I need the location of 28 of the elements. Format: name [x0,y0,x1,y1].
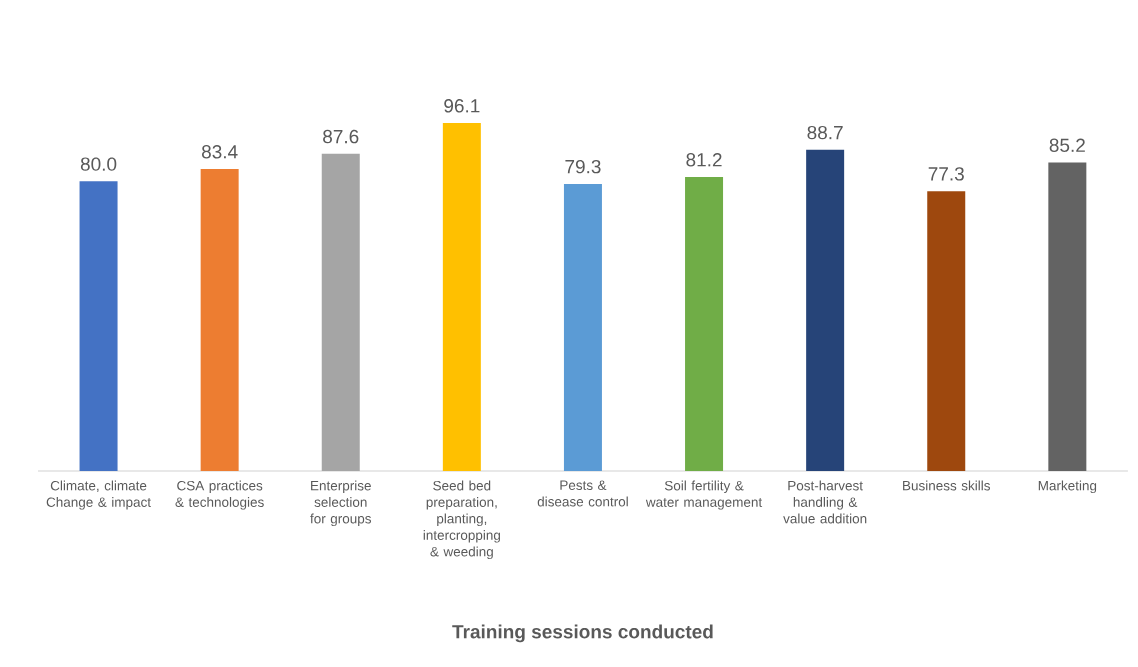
data-label: 87.6 [323,129,359,144]
x-tick-label: Seed bed preparation, planting, intercropping & weeding [423,480,500,560]
bar [927,191,966,471]
data-label: 77.3 [928,167,964,181]
data-label: 79.3 [565,159,601,174]
data-label: 81.2 [686,153,722,167]
bar [79,181,118,471]
data-label: 80.0 [80,157,117,171]
bar [563,183,602,471]
x-tick-label: Pests & disease control [537,480,628,507]
x-tick-label: Marketing [1038,480,1097,494]
bar [321,153,360,471]
bar [200,169,239,471]
bar [1048,162,1087,471]
x-axis-title: Training sessions conducted [452,624,713,643]
x-tick-label: Enterprise selection for groups [310,480,372,527]
data-label: 85.2 [1049,138,1085,153]
bar [685,177,724,471]
data-label: 88.7 [807,125,843,140]
x-tick-label: Climate, climate Change & impact [46,480,151,510]
x-tick-label: Soil fertility & water management [645,480,763,510]
x-tick-label: Post-harvest handling & value addition [783,480,867,524]
data-label: 83.4 [201,145,238,159]
x-tick-label: CSA practices & technologies [175,480,264,510]
bar [806,149,845,471]
bar [442,123,481,471]
x-tick-label: Business skills [903,480,990,491]
data-label: 96.1 [444,99,480,113]
